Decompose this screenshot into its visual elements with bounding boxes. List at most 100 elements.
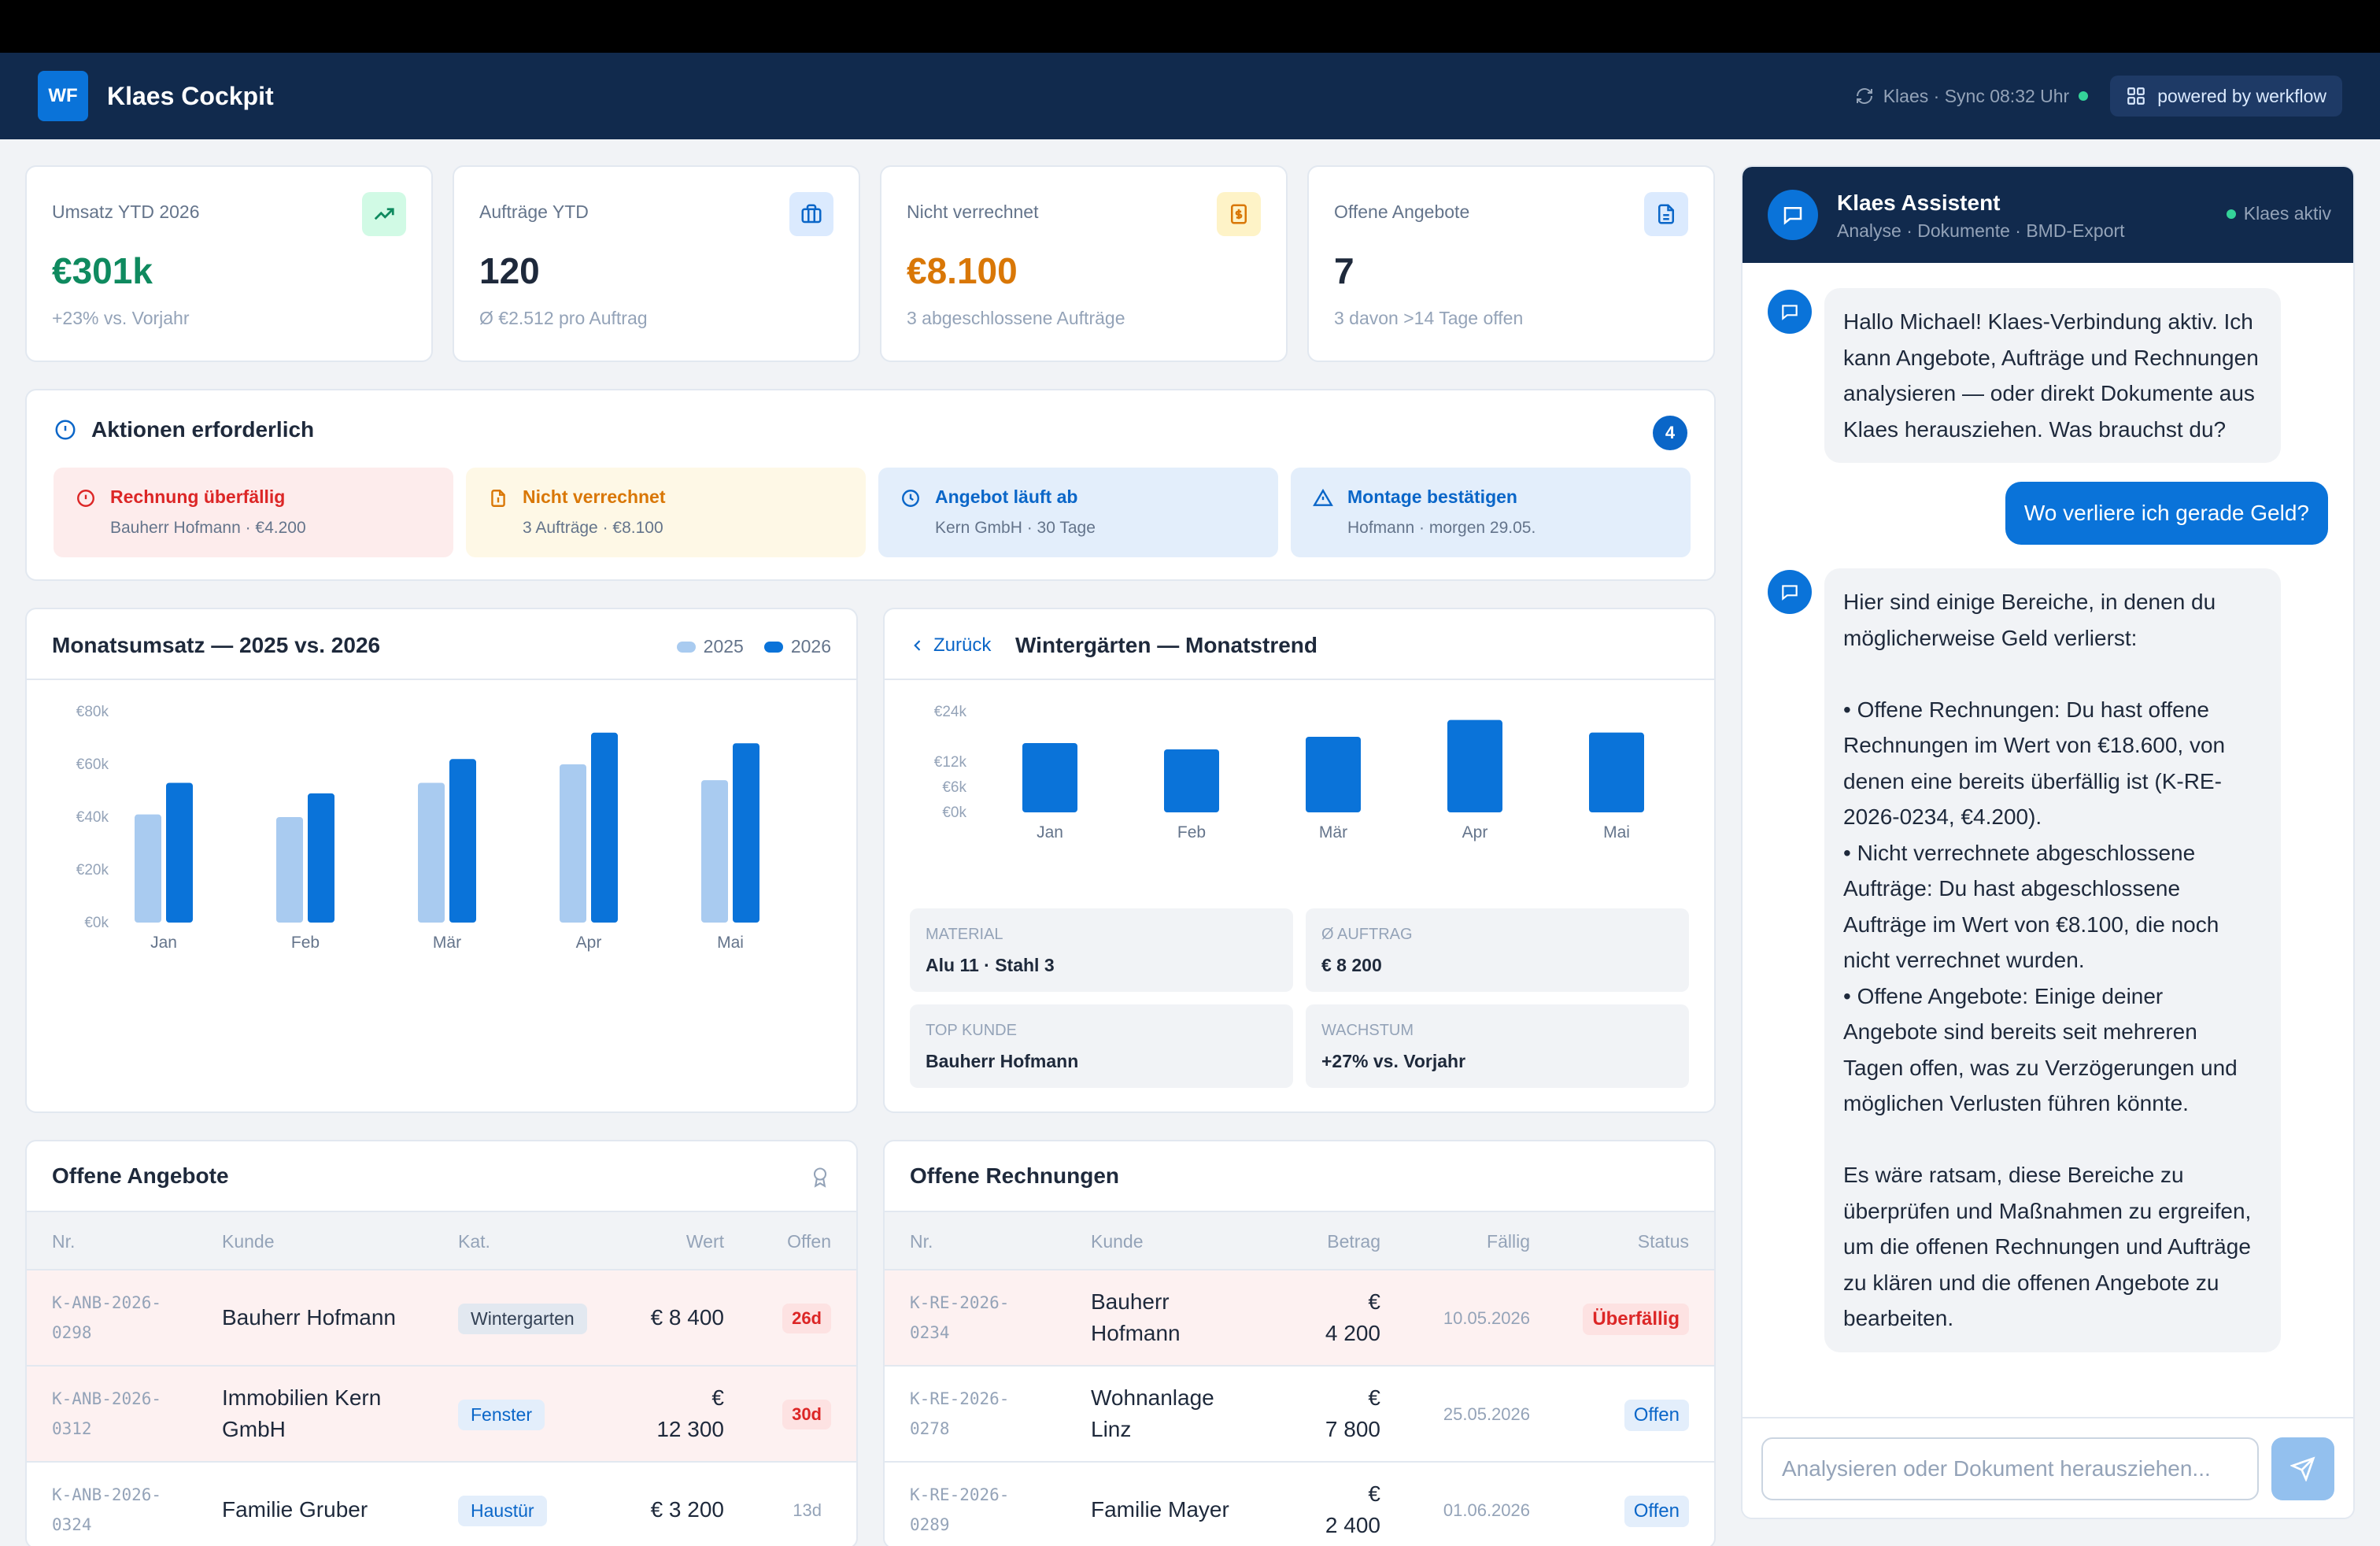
bar-2026-Jan [166,782,193,923]
clock-icon [902,490,919,507]
col-header: Kat. [458,1231,490,1252]
kpi-card-nicht-verrechnet[interactable]: Nicht verrechnet €8.100 3 abgeschlossene… [880,165,1288,362]
kpi-sub: 3 davon >14 Tage offen [1334,308,1524,328]
action-sub: Hofmann · morgen 29.05. [1347,519,1536,537]
wintergarten-trend-card: Zurück Wintergärten — Monatstrend €0k €6k… [883,608,1716,1113]
status-dot [2226,209,2236,219]
table-row[interactable]: K-RE-2026- 0234 Bauherr Hofmann €4 200 10.… [885,1270,1714,1367]
action-tile-confirm-montage[interactable]: Montage bestätigen Hofmann · morgen 29.0… [1291,468,1691,557]
due-date: 01.06.2026 [1443,1500,1530,1520]
offer-value: € 3 200 [650,1497,724,1522]
table-row[interactable]: K-ANB-2026- 0312 Immobilien Kern GmbH Fens… [27,1367,856,1463]
info-circle-icon [55,420,76,440]
chart-title: Monatsumsatz — 2025 vs. 2026 [52,633,381,657]
table-title: Offene Angebote [52,1163,229,1188]
back-label: Zurück [933,634,992,656]
table-row[interactable]: K-ANB-2026- 0298 Bauherr Hofmann Winterga… [27,1270,856,1367]
table-header: Nr. Kunde Betrag Fällig Status [885,1211,1714,1270]
kpi-label: Aufträge YTD [479,202,589,222]
customer-name: Immobilien Kern GmbH [222,1385,382,1441]
table-row[interactable]: K-ANB-2026- 0324 Familie Gruber Haustür €… [27,1463,856,1546]
chevron-left-icon [914,640,921,651]
table-title: Offene Rechnungen [910,1163,1120,1188]
col-header: Betrag [1327,1231,1380,1252]
action-sub: Bauherr Hofmann · €4.200 [110,519,306,537]
assistant-avatar-icon [1768,570,1812,614]
powered-by-button[interactable]: powered by werkflow [2110,76,2342,117]
user-message: Wo verliere ich gerade Geld? [2005,482,2328,545]
bar-2025-Apr [560,764,586,923]
kpi-sub: Ø €2.512 pro Auftrag [479,308,648,328]
actions-count-badge: 4 [1653,416,1687,450]
action-tile-overdue[interactable]: Rechnung überfällig Bauherr Hofmann · €4… [54,468,453,557]
bar-Mai [1589,732,1644,812]
col-header: Nr. [910,1231,933,1252]
assistant-message: Hier sind einige Bereiche, in denen du m… [1824,568,2281,1352]
stat-avg-order: Ø AUFTRAG € 8 200 [1306,908,1689,992]
document-icon [1644,192,1688,236]
col-header: Offen [787,1231,831,1252]
stat-value: Bauherr Hofmann [926,1051,1079,1071]
status-badge: Offen [1624,1496,1689,1527]
assistant-avatar-icon [1768,290,1812,334]
offer-value: €12 300 [656,1385,724,1441]
powered-label: powered by werkflow [2157,85,2326,106]
kpi-card-offene-angebote[interactable]: Offene Angebote 7 3 davon >14 Tage offen [1307,165,1715,362]
assistant-message: Hallo Michael! Klaes-Verbindung aktiv. I… [1824,288,2281,463]
x-tick-label: Mär [433,934,461,952]
y-tick-label: €24k [934,704,967,720]
x-tick-label: Mai [717,934,744,952]
stat-value: Alu 11 · Stahl 3 [926,955,1055,975]
stat-growth: WACHSTUM +27% vs. Vorjahr [1306,1004,1689,1088]
bar-2025-Jan [135,814,161,923]
back-button[interactable]: Zurück [910,634,991,656]
stat-label: MATERIAL [926,926,1003,943]
briefcase-icon [789,192,833,236]
stat-label: TOP KUNDE [926,1022,1017,1039]
customer-name: Wohnanlage Linz [1091,1385,1214,1441]
status-text: Klaes aktiv [2243,203,2331,224]
kpi-label: Offene Angebote [1334,202,1470,222]
category-tag: Fenster [458,1400,545,1430]
x-tick-label: Feb [1177,823,1206,841]
system-top-bar [0,0,2380,53]
invoice-icon [1217,192,1261,236]
customer-name: Bauherr Hofmann [1091,1289,1181,1345]
stat-label: WACHSTUM [1321,1022,1414,1039]
action-tile-offer-expiring[interactable]: Angebot läuft ab Kern GmbH · 30 Tage [878,468,1278,557]
customer-name: Familie Gruber [222,1497,368,1522]
sync-status-dot [2079,91,2089,101]
action-title: Angebot läuft ab [935,486,1078,507]
chat-bubble-icon [1768,190,1818,240]
sync-text: Klaes · Sync 08:32 Uhr [1883,85,2070,106]
monthly-revenue-chart-card: Monatsumsatz — 2025 vs. 2026 2025 2026 €… [25,608,858,1113]
y-tick-label: €12k [934,754,967,771]
kpi-card-auftraege[interactable]: Aufträge YTD 120 Ø €2.512 pro Auftrag [453,165,860,362]
legend-item-2025: 2025 [676,636,744,657]
action-tile-unbilled[interactable]: Nicht verrechnet 3 Aufträge · €8.100 [466,468,866,557]
assistant-header: Klaes Assistent Analyse · Dokumente · BM… [1743,167,2353,263]
chat-input[interactable] [1761,1437,2259,1500]
due-date: 25.05.2026 [1443,1404,1530,1424]
invoice-amount: €2 400 [1325,1481,1380,1537]
legend-label: 2026 [790,636,831,656]
alert-circle-icon [77,490,94,507]
category-tag: Haustür [458,1496,547,1526]
kpi-value: €8.100 [907,250,1018,291]
sync-icon [1856,88,1872,104]
y-tick-label: €40k [76,809,109,826]
legend-label: 2025 [703,636,744,656]
category-tag: Wintergarten [458,1304,587,1334]
invoice-amount: €4 200 [1325,1289,1380,1345]
kpi-card-umsatz[interactable]: Umsatz YTD 2026 €301k +23% vs. Vorjahr [25,165,433,362]
kpi-sub: +23% vs. Vorjahr [52,308,190,328]
assistant-subtitle: Analyse · Dokumente · BMD-Export [1837,220,2125,241]
invoice-number: K-RE-2026- 0289 [910,1485,1010,1534]
invoice-number: K-RE-2026- 0278 [910,1389,1010,1438]
stat-material: MATERIAL Alu 11 · Stahl 3 [910,908,1293,992]
table-row[interactable]: K-RE-2026- 0278 Wohnanlage Linz €7 800 25.… [885,1367,1714,1463]
table-row[interactable]: K-RE-2026- 0289 Familie Mayer €2 400 01.0… [885,1463,1714,1546]
chart-title: Wintergärten — Monatstrend [1015,633,1318,657]
send-button[interactable] [2271,1437,2334,1500]
kpi-value: 120 [479,250,540,291]
